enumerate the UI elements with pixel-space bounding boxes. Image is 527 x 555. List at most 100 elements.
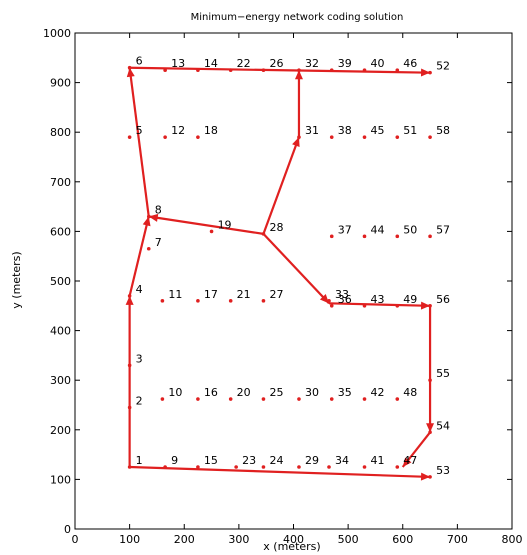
node-point <box>362 234 367 239</box>
network-edge <box>262 233 330 305</box>
node-label: 9 <box>171 454 178 467</box>
edge-arrowhead <box>126 67 135 78</box>
y-tick-label: 100 <box>50 473 71 486</box>
node-label: 43 <box>371 293 385 306</box>
node-point <box>261 397 266 401</box>
edge-arrowhead <box>420 68 431 77</box>
node-point <box>428 234 432 239</box>
node-point <box>329 234 334 239</box>
y-tick-label: 0 <box>64 523 71 536</box>
node-point <box>160 299 165 303</box>
node-point <box>428 70 432 75</box>
node-point <box>297 68 301 72</box>
node-label: 25 <box>269 386 283 399</box>
node-label: 33 <box>335 288 349 301</box>
edge-arrowhead <box>148 213 159 222</box>
node-label: 3 <box>136 352 143 365</box>
node-point <box>127 465 132 469</box>
node-point <box>127 363 132 368</box>
y-tick-label: 1000 <box>43 27 71 40</box>
node-point <box>329 397 334 401</box>
node-point <box>297 397 301 401</box>
node-label: 39 <box>338 57 352 70</box>
node-label: 30 <box>305 386 319 399</box>
node-point <box>127 294 132 298</box>
edge-arrowhead <box>142 216 151 227</box>
node-point <box>428 135 432 139</box>
y-tick-label: 500 <box>50 275 71 288</box>
x-tick-label: 700 <box>447 533 468 546</box>
chart-title: Minimum−energy network coding solution <box>191 12 404 23</box>
y-tick-label: 700 <box>50 176 71 189</box>
edge-arrowhead <box>420 472 431 481</box>
x-tick-label: 600 <box>392 533 413 546</box>
node-point <box>209 229 214 234</box>
node-point <box>163 465 167 469</box>
axis-ticks: 0 100 200 300 400 500 600 700 800 0 100 200 300 400 50… <box>43 27 523 546</box>
node-label: 37 <box>338 223 352 236</box>
node-label: 42 <box>371 386 385 399</box>
network-edge <box>128 216 150 297</box>
node-label: 19 <box>218 218 232 231</box>
network-edges <box>125 66 435 481</box>
y-tick-label: 200 <box>50 424 71 437</box>
edge-arrowhead <box>420 301 431 310</box>
node-label: 6 <box>136 55 143 68</box>
x-axis-label: x (meters) <box>263 540 320 553</box>
edge-arrowhead <box>426 423 435 433</box>
node-label: 18 <box>204 124 218 137</box>
node-label: 4 <box>136 283 143 296</box>
node-label: 29 <box>305 454 319 467</box>
y-tick-label: 600 <box>50 225 71 238</box>
node-point <box>146 246 151 251</box>
node-label: 38 <box>338 124 352 137</box>
node-label: 41 <box>371 454 385 467</box>
node-point <box>297 135 301 139</box>
node-label: 46 <box>403 57 417 70</box>
node-label: 21 <box>237 288 251 301</box>
y-tick-label: 400 <box>50 325 71 338</box>
node-label: 27 <box>269 288 283 301</box>
node-point <box>228 397 233 401</box>
node-label: 17 <box>204 288 218 301</box>
node-point <box>395 465 400 469</box>
network-edge <box>328 302 431 307</box>
node-point <box>362 135 367 139</box>
node-label: 53 <box>436 464 450 477</box>
node-label: 48 <box>403 386 417 399</box>
node-point <box>329 135 334 139</box>
node-label: 47 <box>403 454 417 467</box>
node-point <box>127 405 132 410</box>
node-label: 54 <box>436 419 450 432</box>
node-label: 52 <box>436 60 450 73</box>
node-point <box>163 68 167 72</box>
node-point <box>362 465 367 469</box>
node-point <box>261 68 266 72</box>
network-edge <box>128 67 150 217</box>
node-point <box>395 135 400 139</box>
node-label: 55 <box>436 367 450 380</box>
node-point <box>261 465 266 469</box>
edge-arrowhead <box>319 294 330 304</box>
node-point <box>428 475 432 479</box>
node-point <box>395 397 400 401</box>
x-tick-label: 400 <box>283 533 304 546</box>
node-point <box>127 65 132 70</box>
node-label: 20 <box>237 386 251 399</box>
node-label: 44 <box>371 223 385 236</box>
node-label: 13 <box>171 57 185 70</box>
node-point <box>329 304 334 308</box>
node-label: 22 <box>237 57 251 70</box>
node-point <box>196 135 200 139</box>
x-tick-label: 0 <box>72 533 79 546</box>
node-label: 12 <box>171 124 185 137</box>
node-label: 24 <box>269 454 283 467</box>
node-label: 5 <box>136 124 143 137</box>
node-point <box>196 68 200 72</box>
node-label: 34 <box>335 454 349 467</box>
node-label: 11 <box>168 288 182 301</box>
network-edge <box>262 136 300 235</box>
node-point <box>196 299 200 303</box>
x-tick-label: 500 <box>338 533 359 546</box>
